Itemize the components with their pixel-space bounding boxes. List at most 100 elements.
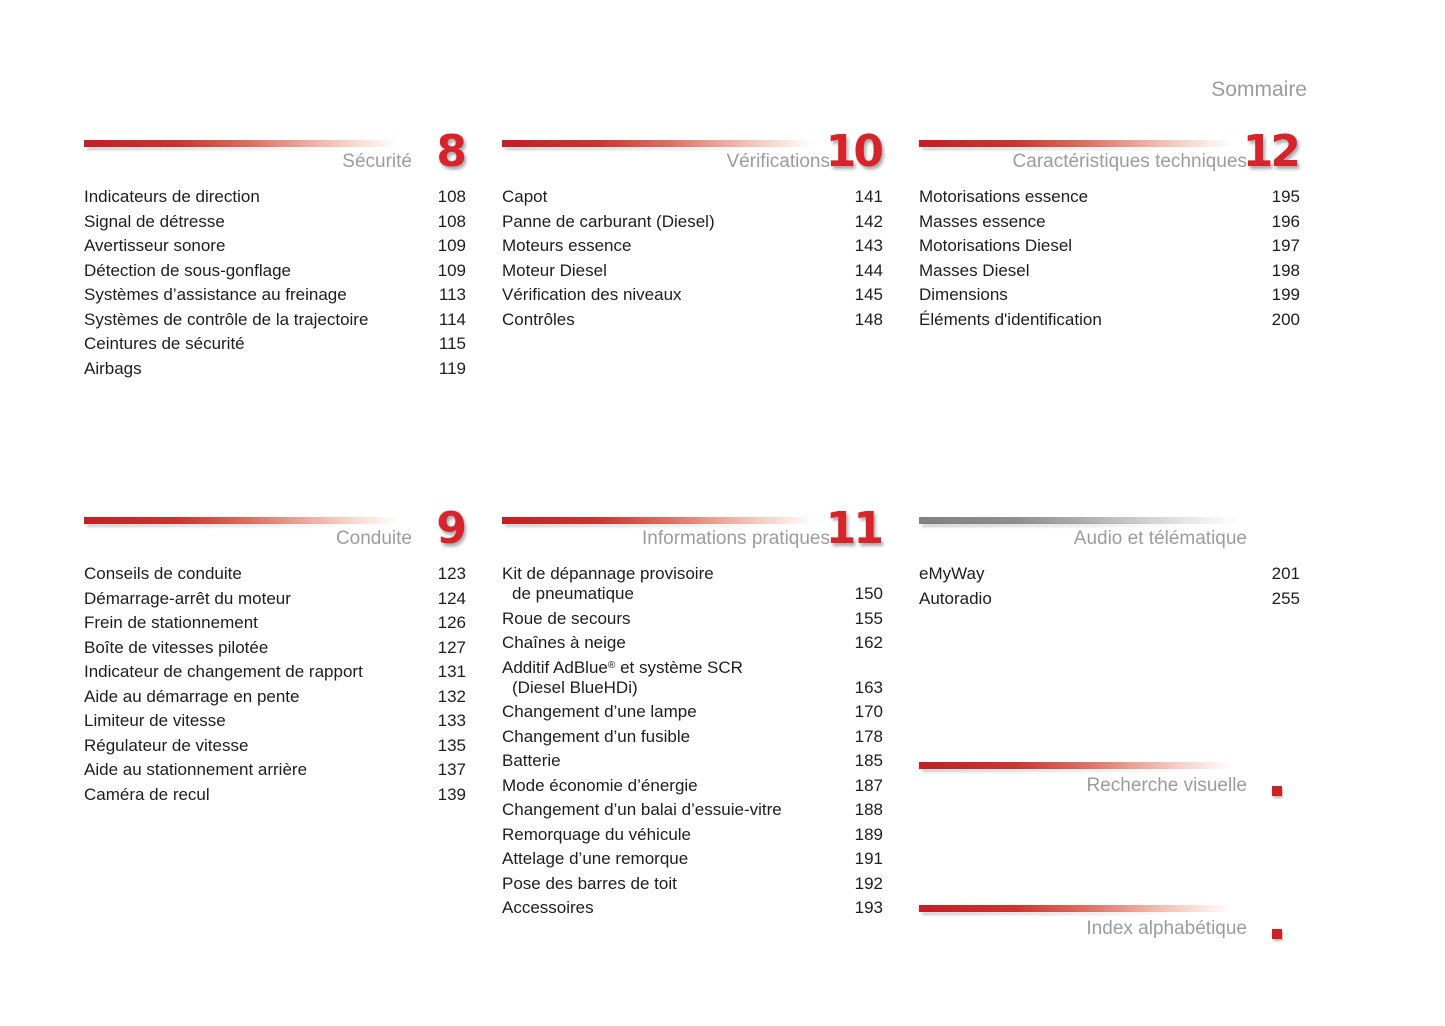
section-securite: 8 Sécurité Indicateurs de direction 108 … bbox=[84, 130, 467, 383]
toc-entry-page: 198 bbox=[1271, 260, 1300, 280]
toc-entry-page: 108 bbox=[437, 187, 466, 206]
toc-entry: Contrôles 148 bbox=[502, 310, 883, 330]
toc-entry-label: Indicateurs de direction bbox=[84, 187, 260, 206]
gray-gradient-bar bbox=[919, 517, 1239, 524]
toc-entry: Régulateur de vitesse 135 bbox=[84, 736, 466, 756]
toc-entry-page: 108 bbox=[437, 211, 466, 231]
section-caracteristiques: 12 Caractéristiques techniques Motorisat… bbox=[919, 130, 1301, 334]
toc-entry: Moteurs essence 143 bbox=[502, 236, 883, 256]
toc-list: eMyWay 201 Autoradio 255 bbox=[919, 564, 1300, 609]
toc-entry-page: 114 bbox=[438, 309, 466, 329]
toc-entry-page: 192 bbox=[854, 873, 883, 893]
toc-entry-page: 127 bbox=[437, 637, 466, 657]
section-verifications: 10 Vérifications Capot 141 Panne de carb… bbox=[502, 130, 884, 334]
toc-entry-page: 141 bbox=[854, 187, 883, 206]
toc-entry: Chaînes à neige 162 bbox=[502, 633, 883, 653]
section-title: Index alphabétique bbox=[1086, 918, 1247, 939]
toc-entry-page: 137 bbox=[437, 760, 466, 779]
toc-entry: Roue de secours 155 bbox=[502, 609, 883, 629]
toc-entry: Indicateur de changement de rapport 131 bbox=[84, 662, 466, 682]
toc-entry-page: 115 bbox=[438, 334, 466, 353]
toc-entry-page: 178 bbox=[854, 726, 883, 746]
toc-entry-label: Capot bbox=[502, 187, 548, 206]
toc-entry-page: 155 bbox=[854, 608, 883, 628]
toc-entry-page: 145 bbox=[854, 285, 883, 304]
toc-entry-label-line1: Kit de dépannage provisoire bbox=[502, 564, 714, 583]
toc-entry-page: 109 bbox=[437, 260, 466, 280]
toc-entry: Changement d’un fusible 178 bbox=[502, 727, 883, 747]
toc-entry-label: Moteur Diesel bbox=[502, 260, 607, 280]
toc-entry: Masses essence 196 bbox=[919, 212, 1300, 232]
toc-entry: Démarrage-arrêt du moteur 124 bbox=[84, 589, 466, 609]
toc-entry-label: Panne de carburant (Diesel) bbox=[502, 211, 715, 231]
toc-entry-page: 255 bbox=[1271, 588, 1300, 608]
toc-entry: Mode économie d’énergie 187 bbox=[502, 776, 883, 796]
toc-entry: eMyWay 201 bbox=[919, 564, 1300, 584]
toc-entry-page: 119 bbox=[438, 358, 466, 378]
toc-entry: Airbags 119 bbox=[84, 359, 466, 379]
toc-entry-page: 200 bbox=[1271, 309, 1300, 329]
toc-entry-label: Attelage d’une remorque bbox=[502, 849, 689, 868]
toc-entry: Panne de carburant (Diesel) 142 bbox=[502, 212, 883, 232]
toc-entry-label: eMyWay bbox=[919, 564, 985, 583]
toc-entry: Vérification des niveaux 145 bbox=[502, 285, 883, 305]
toc-entry-label-line2: de pneumatique bbox=[512, 584, 634, 603]
toc-entry: Pose des barres de toit 192 bbox=[502, 874, 883, 894]
toc-entry: Kit de dépannage provisoire de pneumatiq… bbox=[502, 564, 883, 604]
chapter-number: 11 bbox=[825, 503, 884, 554]
toc-entry: Capot 141 bbox=[502, 187, 883, 207]
toc-list: Kit de dépannage provisoire de pneumatiq… bbox=[502, 564, 883, 918]
toc-entry-label: Vérification des niveaux bbox=[502, 285, 682, 304]
toc-entry: Accessoires 193 bbox=[502, 898, 883, 918]
toc-entry-label: Additif AdBlue® et système SCR (Diesel B… bbox=[502, 658, 743, 698]
toc-entry-label: Kit de dépannage provisoire de pneumatiq… bbox=[502, 564, 714, 604]
toc-entry-page: 188 bbox=[854, 800, 883, 819]
toc-entry-label: Aide au démarrage en pente bbox=[84, 686, 300, 706]
toc-entry-label: Dimensions bbox=[919, 285, 1008, 304]
toc-entry-page: 133 bbox=[437, 711, 466, 730]
toc-list: Indicateurs de direction 108 Signal de d… bbox=[84, 187, 466, 379]
toc-entry-page: 195 bbox=[1271, 187, 1300, 206]
section-title: Conduite bbox=[335, 528, 412, 549]
toc-entry: Changement d’un balai d’essuie-vitre 188 bbox=[502, 800, 883, 820]
section-title: Recherche visuelle bbox=[1086, 775, 1247, 796]
toc-entry: Aide au démarrage en pente 132 bbox=[84, 687, 466, 707]
toc-entry: Batterie 185 bbox=[502, 751, 883, 771]
toc-entry-page: 196 bbox=[1271, 211, 1300, 231]
toc-entry-label: Contrôles bbox=[502, 309, 575, 329]
red-gradient-bar bbox=[502, 517, 822, 524]
toc-entry-label: Changement d’un balai d’essuie-vitre bbox=[502, 800, 782, 819]
section-title: Sécurité bbox=[342, 151, 412, 172]
toc-entry-label: Boîte de vitesses pilotée bbox=[84, 637, 269, 657]
toc-entry-label: Accessoires bbox=[502, 898, 594, 917]
toc-entry-label: Systèmes de contrôle de la trajectoire bbox=[84, 309, 369, 329]
toc-entry-label: Éléments d'identification bbox=[919, 309, 1102, 329]
toc-entry-page: 162 bbox=[854, 633, 883, 652]
toc-entry-label: Limiteur de vitesse bbox=[84, 711, 226, 730]
toc-entry: Caméra de recul 139 bbox=[84, 785, 466, 805]
toc-entry-label: Airbags bbox=[84, 358, 142, 378]
toc-entry: Systèmes d’assistance au freinage 113 bbox=[84, 285, 466, 305]
toc-entry-page: 142 bbox=[854, 211, 883, 231]
toc-entry-label: Moteurs essence bbox=[502, 236, 632, 255]
toc-entry-label: Avertisseur sonore bbox=[84, 236, 226, 255]
toc-entry: Indicateurs de direction 108 bbox=[84, 187, 466, 207]
toc-entry-label: Régulateur de vitesse bbox=[84, 735, 249, 755]
toc-entry-page: 124 bbox=[437, 588, 466, 608]
toc-entry-page: 185 bbox=[854, 751, 883, 770]
toc-entry-page: 131 bbox=[437, 662, 466, 681]
toc-entry-page: 135 bbox=[437, 735, 466, 755]
toc-entry-label: Motorisations Diesel bbox=[919, 236, 1073, 255]
toc-entry-page: 148 bbox=[854, 309, 883, 329]
toc-entry-label: Roue de secours bbox=[502, 608, 631, 628]
toc-entry-label-line1: Additif AdBlue® et système SCR bbox=[502, 657, 743, 677]
toc-entry-label: Frein de stationnement bbox=[84, 613, 258, 632]
red-square-marker bbox=[1272, 786, 1282, 796]
section-conduite: 9 Conduite Conseils de conduite 123 Déma… bbox=[84, 507, 467, 809]
toc-entry-label: Chaînes à neige bbox=[502, 633, 626, 652]
toc-entry: Limiteur de vitesse 133 bbox=[84, 711, 466, 731]
toc-entry: Éléments d'identification 200 bbox=[919, 310, 1300, 330]
toc-entry: Motorisations essence 195 bbox=[919, 187, 1300, 207]
toc-entry-page: 126 bbox=[437, 613, 466, 632]
